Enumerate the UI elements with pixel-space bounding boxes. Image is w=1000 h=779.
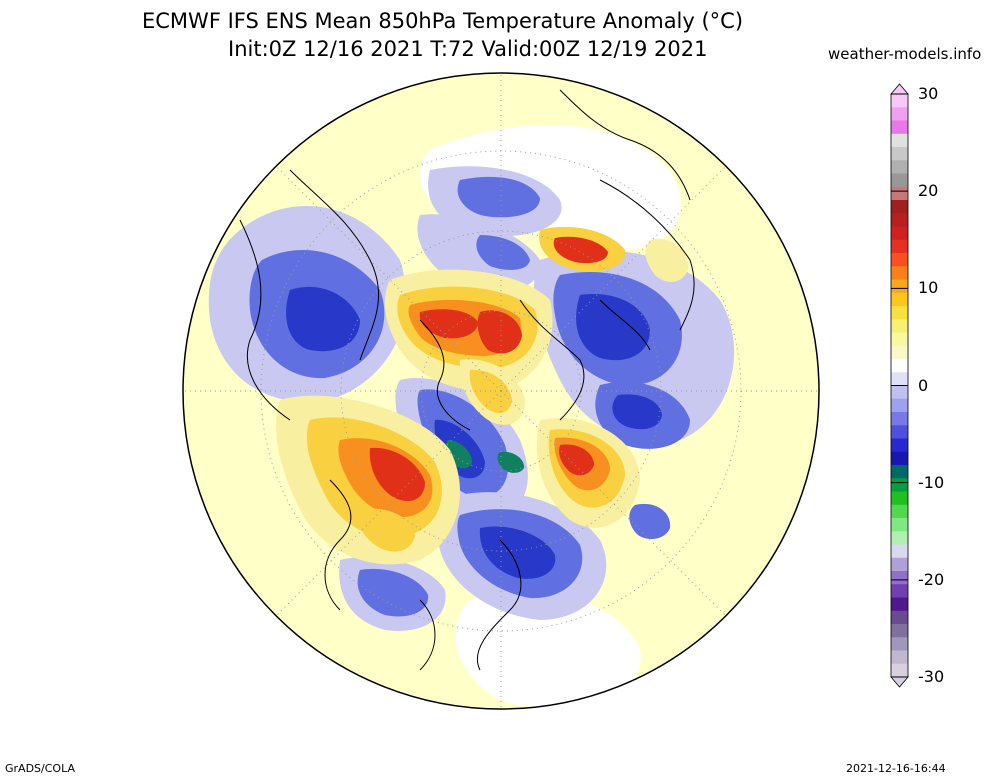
colorbar-segment: [891, 398, 908, 413]
colorbar-segment: [891, 412, 908, 426]
colorbar-segment: [891, 584, 908, 598]
colorbar-tick-label: -10: [918, 472, 945, 492]
colorbar-segment: [891, 279, 908, 294]
warm-region: [358, 508, 415, 552]
colder-region: [479, 526, 556, 579]
colorbar-segment: [891, 557, 908, 572]
chart-title: ECMWF IFS ENS Mean 850hPa Temperature An…: [142, 9, 744, 33]
colorbar-tick-label: -30: [918, 667, 945, 686]
colorbar-segment: [891, 94, 908, 108]
colorbar-segment: [891, 438, 908, 453]
hot-region: [553, 236, 608, 264]
hot-region: [369, 447, 425, 502]
colorbar-segment: [891, 147, 908, 161]
colorbar-segment: [891, 425, 908, 439]
chart-subtitle: Init:0Z 12/16 2021 T:72 Valid:00Z 12/19 …: [228, 37, 708, 61]
colorbar-segment: [891, 332, 908, 347]
colorbar-bottom-arrow: [890, 676, 909, 688]
colorbar-segment: [891, 107, 908, 121]
pale-region: [420, 125, 681, 250]
colorbar-segment: [891, 306, 908, 320]
pale-region: [455, 592, 641, 708]
colorbar-segment: [891, 465, 908, 479]
footer-software: GrADS/COLA: [5, 762, 75, 775]
colorbar-segment: [891, 518, 908, 532]
colorbar-segment: [891, 504, 908, 519]
colorbar-segment: [891, 200, 908, 214]
colorbar-segment: [891, 253, 908, 267]
colorbar-segment: [891, 478, 908, 492]
coldest-region: [497, 451, 525, 473]
colorbar-segment: [891, 266, 908, 280]
colorbar-segment: [891, 213, 908, 227]
colorbar-tick-label: 30: [918, 84, 939, 103]
colorbar-segment: [891, 544, 908, 559]
graticule: [183, 73, 819, 709]
cold-region: [457, 176, 540, 218]
hot-region: [419, 309, 478, 339]
colorbar-segment: [891, 624, 908, 638]
colorbar-segment: [891, 571, 908, 585]
anomaly-field: [208, 125, 735, 708]
colder-region: [612, 394, 662, 430]
colorbar-tick-label: 0: [918, 375, 929, 395]
colorbar-segment: [891, 319, 908, 333]
coastlines: [239, 89, 695, 671]
colorbar-segment: [891, 133, 908, 148]
colorbar-segment: [891, 610, 908, 625]
colorbar-segment: [891, 650, 908, 665]
colorbar-segment: [891, 345, 908, 360]
cold-region: [476, 235, 530, 270]
colorbar-segment: [891, 491, 908, 506]
colorbar-segment: [891, 531, 908, 545]
colorbar-segment: [891, 160, 908, 174]
colorbar-segment: [891, 359, 908, 373]
hot-region: [477, 310, 522, 354]
colorbar-tick-label: 10: [918, 278, 939, 298]
colorbar-segment: [891, 292, 908, 307]
colorbar-segment: [891, 173, 908, 188]
colorbar-segment: [891, 239, 908, 254]
colorbar-segment: [891, 385, 908, 400]
cold-region: [629, 503, 671, 540]
colorbar-tick-label: -20: [918, 569, 945, 589]
colorbar-segment: [891, 120, 908, 135]
colorbar-segment: [891, 226, 908, 241]
colorbar-tick-label: 20: [918, 181, 939, 201]
colorbar-segment: [891, 186, 908, 201]
colorbar-segment: [891, 451, 908, 466]
colder-region: [576, 294, 650, 361]
colorbar-segment: [891, 637, 908, 651]
colorbar-segment: [891, 663, 908, 678]
warm-light-region: [645, 239, 689, 282]
colorbar-segment: [891, 372, 908, 386]
colorbar: [890, 83, 909, 688]
footer-timestamp: 2021-12-16-16:44: [846, 762, 946, 775]
hot-region: [559, 444, 594, 476]
colder-region: [286, 286, 360, 352]
map-border: [182, 72, 820, 710]
colorbar-segment: [891, 597, 908, 612]
cold-region: [357, 568, 429, 617]
colorbar-top-arrow: [890, 83, 909, 95]
source-credit: weather-models.info: [828, 45, 982, 63]
